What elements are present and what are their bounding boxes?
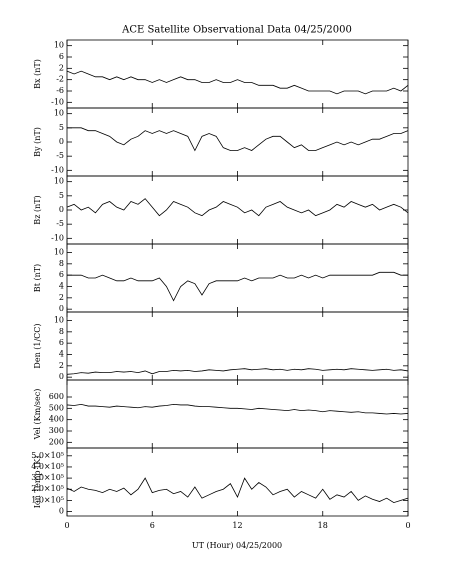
y-tick-label: 0: [59, 372, 64, 381]
data-line: [66, 198, 409, 217]
y-tick-label: 0: [59, 304, 64, 313]
y-tick-label: 2.0×10⁵: [31, 484, 64, 493]
y-axis-label: Vel (Km/sec): [33, 389, 42, 441]
y-tick-label: -5: [56, 151, 64, 160]
y-tick-label: 0: [59, 507, 64, 516]
y-axis-label: Ion Temp (K): [33, 456, 42, 509]
y-tick-label: -5: [56, 219, 64, 228]
y-tick-label: -10: [51, 165, 64, 174]
y-tick-label: 6: [59, 270, 64, 279]
data-line: [67, 127, 409, 152]
x-tick-label: 0: [405, 521, 410, 530]
y-tick-label: 4: [59, 282, 64, 291]
y-tick-label: 6: [59, 338, 64, 347]
x-axis-label: UT (Hour) 04/25/2000: [192, 541, 282, 550]
x-tick-label: 18: [318, 521, 328, 530]
y-tick-label: 5.0×10⁵: [31, 451, 64, 460]
y-axis-label: Bx (nT): [33, 59, 42, 89]
y-tick-label: 10: [54, 109, 64, 118]
y-tick-label: 200: [49, 437, 64, 446]
data-line: [66, 70, 409, 95]
y-tick-label: -10: [51, 233, 64, 242]
y-tick-label: 10: [54, 316, 64, 325]
panel-frame: [66, 175, 409, 245]
y-tick-label: 2: [59, 63, 64, 72]
y-tick-label: -6: [56, 86, 64, 95]
panel-frame: [66, 243, 409, 313]
y-tick-label: 400: [49, 415, 64, 424]
y-axis-label: By (nT): [33, 127, 42, 157]
y-axis-label: Bt (nT): [33, 264, 42, 292]
y-axis-label: Den (1/CC): [33, 323, 42, 368]
y-tick-label: 8: [59, 259, 64, 268]
y-tick-label: 10: [54, 177, 64, 186]
y-tick-label: 0: [59, 205, 64, 214]
x-tick-label: 6: [150, 521, 155, 530]
data-line: [66, 477, 409, 504]
y-tick-label: 10: [54, 41, 64, 50]
y-tick-label: 4: [59, 350, 64, 359]
data-line: [66, 403, 409, 415]
y-tick-label: -2: [56, 75, 64, 84]
y-tick-label: 2: [59, 361, 64, 370]
chart-title: ACE Satellite Observational Data 04/25/2…: [121, 25, 352, 36]
y-tick-label: 1.0×10⁵: [31, 495, 64, 504]
y-tick-label: 2: [59, 293, 64, 302]
panel-frame: [66, 311, 409, 381]
data-line: [67, 271, 408, 302]
y-tick-label: -10: [51, 97, 64, 106]
x-tick-label: 0: [64, 521, 69, 530]
y-tick-label: 8: [59, 327, 64, 336]
y-tick-label: 600: [49, 392, 64, 401]
panel-frame: [66, 379, 409, 449]
x-tick-label: 12: [232, 521, 242, 530]
data-line: [66, 368, 409, 375]
y-tick-label: 500: [49, 403, 64, 412]
panel-frame: [66, 107, 409, 177]
panel-frame: [66, 447, 409, 517]
y-tick-label: 6: [59, 52, 64, 61]
y-tick-label: 4.0×10⁵: [31, 462, 64, 471]
panel-frame: [66, 39, 409, 109]
y-axis-label: Bz (nT): [33, 195, 42, 224]
y-tick-label: 10: [54, 248, 64, 257]
y-tick-label: 3.0×10⁵: [31, 473, 64, 482]
y-tick-label: 5: [59, 191, 64, 200]
y-tick-label: 300: [49, 426, 64, 435]
y-tick-label: 5: [59, 123, 64, 132]
y-tick-label: 0: [59, 137, 64, 146]
